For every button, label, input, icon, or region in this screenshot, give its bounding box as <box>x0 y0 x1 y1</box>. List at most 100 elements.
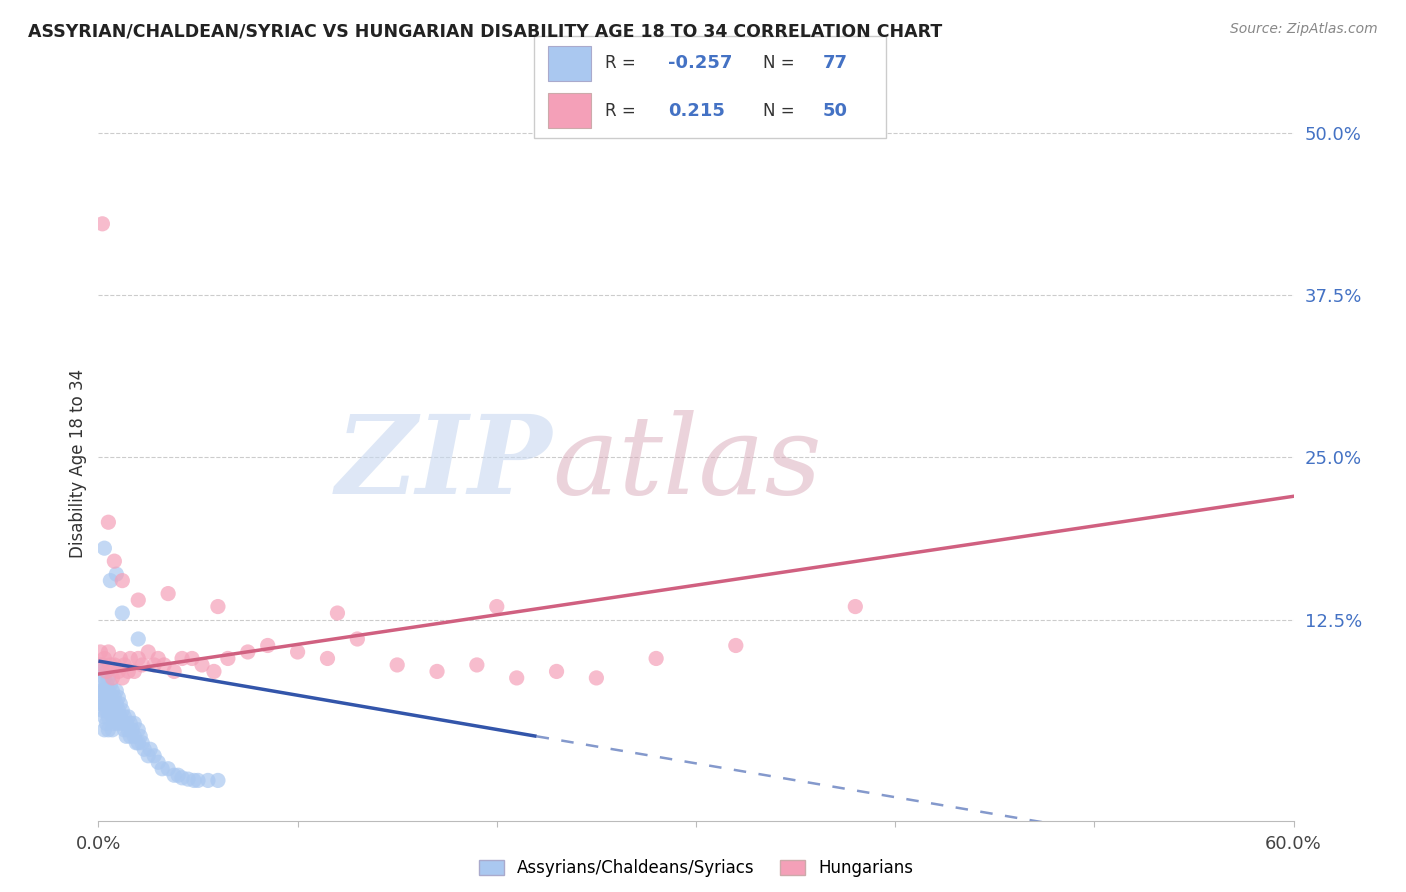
Point <box>107 690 129 705</box>
Point <box>131 736 153 750</box>
Text: 50: 50 <box>823 102 848 120</box>
Point <box>150 762 173 776</box>
Point <box>110 697 132 711</box>
Point <box>107 665 129 679</box>
Point <box>177 772 200 786</box>
Point <box>120 729 142 743</box>
Point <box>93 671 115 685</box>
Point <box>163 768 186 782</box>
Point <box>127 736 149 750</box>
Point <box>105 710 128 724</box>
Point <box>97 684 120 698</box>
Point <box>96 665 118 679</box>
Point <box>124 665 146 679</box>
Point <box>485 599 508 614</box>
Point <box>110 710 132 724</box>
Point <box>120 716 142 731</box>
Point <box>127 593 149 607</box>
Point <box>91 690 114 705</box>
Point <box>172 771 194 785</box>
Point <box>91 677 114 691</box>
Point <box>93 710 115 724</box>
Point <box>93 541 115 556</box>
Point <box>139 742 162 756</box>
Point <box>111 671 134 685</box>
FancyBboxPatch shape <box>548 93 591 128</box>
Text: ASSYRIAN/CHALDEAN/SYRIAC VS HUNGARIAN DISABILITY AGE 18 TO 34 CORRELATION CHART: ASSYRIAN/CHALDEAN/SYRIAC VS HUNGARIAN DI… <box>28 22 942 40</box>
Point <box>136 645 159 659</box>
Point <box>183 773 205 788</box>
Point <box>100 657 122 672</box>
Text: 0.215: 0.215 <box>668 102 724 120</box>
Point <box>217 651 239 665</box>
Point <box>124 729 146 743</box>
Point <box>112 710 135 724</box>
Point <box>93 697 115 711</box>
Point <box>287 645 309 659</box>
Point <box>167 768 190 782</box>
Point <box>100 690 122 705</box>
Point <box>136 748 159 763</box>
Point <box>101 671 124 685</box>
Point <box>724 639 747 653</box>
Point <box>256 639 278 653</box>
Text: 77: 77 <box>823 54 848 72</box>
Point <box>111 606 134 620</box>
Point <box>207 773 229 788</box>
Point <box>125 736 148 750</box>
Point <box>127 723 149 737</box>
Point <box>89 684 111 698</box>
Point <box>121 723 143 737</box>
Point <box>103 554 125 568</box>
Point <box>107 703 129 717</box>
Point <box>181 651 204 665</box>
Point <box>103 716 125 731</box>
Point <box>91 665 114 679</box>
Point <box>97 697 120 711</box>
Point <box>207 599 229 614</box>
Point <box>172 651 194 665</box>
Point <box>97 710 120 724</box>
Text: R =: R = <box>605 54 636 72</box>
Point <box>93 651 115 665</box>
Legend: Assyrians/Chaldeans/Syriacs, Hungarians: Assyrians/Chaldeans/Syriacs, Hungarians <box>472 853 920 884</box>
Point <box>111 703 134 717</box>
Point <box>148 756 170 770</box>
Point <box>148 651 170 665</box>
Point <box>143 748 166 763</box>
Point <box>117 665 139 679</box>
Point <box>103 657 125 672</box>
Text: N =: N = <box>762 54 794 72</box>
Point <box>110 651 132 665</box>
Point <box>89 657 111 672</box>
Point <box>157 586 180 600</box>
Point <box>645 651 668 665</box>
Point <box>546 665 568 679</box>
Point <box>101 723 124 737</box>
Text: N =: N = <box>762 102 794 120</box>
Point <box>465 657 488 672</box>
Point <box>236 645 259 659</box>
Point <box>585 671 607 685</box>
Point <box>112 657 135 672</box>
Point <box>506 671 529 685</box>
Point <box>101 697 124 711</box>
Point <box>97 645 120 659</box>
Point <box>124 716 146 731</box>
Point <box>97 723 120 737</box>
Point <box>157 762 180 776</box>
Point <box>127 632 149 646</box>
Point <box>100 677 122 691</box>
Point <box>105 567 128 582</box>
Point <box>316 651 339 665</box>
Point <box>143 657 166 672</box>
Point <box>844 599 866 614</box>
Point <box>96 703 118 717</box>
FancyBboxPatch shape <box>548 46 591 81</box>
Point <box>103 703 125 717</box>
Point <box>105 684 128 698</box>
Point <box>101 710 124 724</box>
Text: R =: R = <box>605 102 636 120</box>
Point <box>93 723 115 737</box>
Point <box>100 574 122 588</box>
